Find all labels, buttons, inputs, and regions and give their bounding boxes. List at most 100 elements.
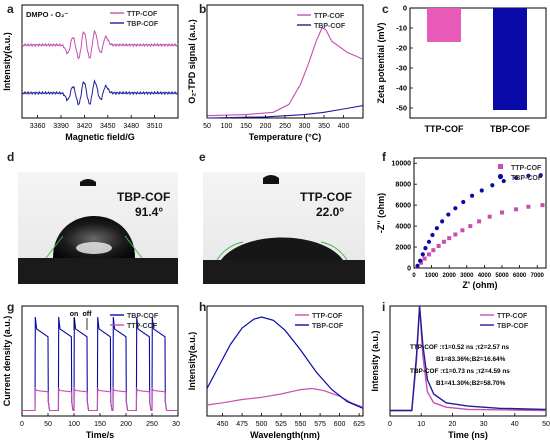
plot-frame	[409, 7, 547, 119]
chart-c: 0 -10 -20 -30 -40 -50 TTP-COF TBP-COF Zeta poten…	[368, 0, 550, 145]
contact-angle-photo-e-svg	[203, 172, 365, 284]
y-axis-label: -Z'' (ohm)	[376, 193, 386, 233]
nyquist-point-ttp	[500, 210, 504, 215]
x-tick-label: 475	[236, 421, 248, 428]
y-tick-label: -30	[396, 64, 407, 73]
x-tick-label: 50	[542, 421, 550, 428]
photo-d-label: TBP-COF	[117, 190, 171, 204]
legend-label: TTP-COF	[312, 313, 343, 320]
trpl-line-tbp	[390, 305, 547, 412]
chart-a: DMPO - O₂⁻ TTP-COF TBP-COF 3360 3390 3420 3450…	[0, 0, 180, 145]
plot-frame	[413, 157, 547, 269]
chart-a-svg: DMPO - O₂⁻ TTP-COF TBP-COF 3360 3390 3420 3450…	[2, 4, 179, 142]
x-tick-label: 250	[146, 421, 158, 428]
x-tick-label: 3450	[100, 123, 116, 130]
legend-label: TTP-COF	[127, 11, 158, 18]
y-tick-label: 6000	[395, 203, 411, 210]
pl-line-ttp	[206, 387, 364, 408]
epr-line-ttp	[21, 29, 179, 60]
chart-b: TTP-COF TBP-COF 50 100 150 200 250 300 350 400 Tem…	[185, 0, 365, 145]
y-axis-label: O₂-TPD signal (a.u.)	[187, 19, 197, 104]
tpd-line-ttp	[206, 26, 364, 117]
chart-i: TTP-COF TBP-COF TTP-COF :τ1=0.52 ns ;τ2=2.…	[368, 298, 550, 443]
nyquist-point-tbp	[426, 239, 432, 244]
y-tick-label: 8000	[395, 182, 411, 189]
x-tick-label: 3510	[147, 123, 163, 130]
y-tick-label: -10	[396, 24, 407, 33]
x-tick-label: 50	[203, 123, 211, 130]
x-tick-label: 3390	[53, 123, 69, 130]
fit-annotation-line: B1=41.30%;B2=58.70%	[436, 380, 506, 387]
nyquist-point-tbp	[526, 173, 531, 178]
legend-label: TBP-COF	[127, 21, 159, 28]
nyquist-point-ttp	[460, 228, 465, 233]
zeta-bar-ttp	[427, 8, 461, 42]
panel-label-c: c	[382, 2, 389, 16]
x-tick-label: 30	[480, 421, 488, 428]
x-tick-label: 450	[217, 421, 229, 428]
photocurrent-line-ttp	[22, 386, 178, 412]
nyquist-point-tbp	[420, 252, 425, 257]
x-tick-label: 500	[256, 421, 268, 428]
nyquist-point-ttp	[431, 248, 436, 253]
x-tick-label: 575	[314, 421, 326, 428]
panel-label-e: e	[199, 150, 206, 164]
chart-a-title: DMPO - O₂⁻	[26, 10, 68, 19]
panel-label-f: f	[382, 150, 386, 164]
nyquist-point-ttp	[468, 224, 473, 229]
tpd-line-tbp	[206, 105, 364, 119]
x-tick-label: 3360	[30, 123, 46, 130]
nyquist-point-tbp	[501, 178, 506, 184]
epr-line-tbp	[21, 79, 179, 106]
panel-label-d: d	[7, 150, 15, 164]
nyquist-point-ttp	[540, 203, 545, 208]
legend-label: TBP-COF	[511, 175, 543, 182]
photocurrent-line-tbp	[22, 316, 178, 412]
y-tick-label: 10000	[392, 161, 412, 168]
panel-label-g: g	[7, 300, 15, 314]
x-tick-label: 525	[275, 421, 287, 428]
chart-i-svg: TTP-COF TBP-COF TTP-COF :τ1=0.52 ns ;τ2=2.…	[370, 305, 550, 440]
legend-marker	[497, 173, 504, 180]
y-tick-label: -20	[396, 44, 407, 53]
panel-label-i: i	[382, 300, 386, 314]
x-tick-label: 2000	[443, 273, 457, 279]
y-axis-label: Intensity(a.u.)	[2, 32, 12, 91]
x-category-label: TBP-COF	[490, 124, 530, 134]
nyquist-point-tbp	[430, 232, 435, 238]
chart-f: 0 2000 4000 6000 8000 10000 0 1000 2000 3000 4000 5…	[368, 150, 550, 295]
chart-b-svg: TTP-COF TBP-COF 50 100 150 200 250 300 350 400 Tem…	[187, 4, 364, 142]
pl-line-tbp	[206, 316, 364, 409]
y-axis-label: Zeta potential (mV)	[376, 22, 386, 103]
annotation-on: on	[70, 311, 79, 318]
x-tick-label: 350	[318, 123, 330, 130]
plot-frame	[206, 4, 364, 119]
x-tick-label: 0	[388, 421, 392, 428]
nyquist-point-ttp	[422, 256, 427, 261]
nyquist-point-ttp	[526, 204, 531, 209]
x-axis-label: Time (ns)	[448, 430, 488, 440]
x-axis-label: Z' (ohm)	[462, 280, 497, 290]
nyquist-point-tbp	[418, 258, 423, 263]
x-tick-label: 5000	[495, 273, 509, 279]
y-tick-label: 0	[403, 4, 407, 13]
nyquist-point-tbp	[453, 206, 458, 211]
x-tick-label: 300	[299, 123, 311, 130]
x-tick-label: 200	[120, 421, 132, 428]
x-axis-label: Time/s	[86, 430, 114, 440]
zeta-bar-tbp	[493, 8, 527, 110]
x-tick-label: 100	[68, 421, 80, 428]
y-axis-label: Intensity (a.u.)	[370, 330, 380, 391]
nyquist-point-tbp	[461, 199, 466, 205]
plot-frame	[21, 4, 179, 119]
nyquist-point-ttp	[453, 232, 458, 237]
legend-label: TBP-COF	[127, 313, 159, 320]
fit-annotation-line: TTP-COF :τ1=0.52 ns ;τ2=2.57 ns	[410, 344, 510, 351]
fit-annotation-line: B1=83.36%;B2=16.64%	[436, 356, 506, 363]
legend-label: TBP-COF	[312, 323, 344, 330]
nyquist-point-tbp	[490, 183, 495, 188]
nyquist-point-tbp	[469, 193, 475, 198]
x-tick-label: 50	[44, 421, 52, 428]
